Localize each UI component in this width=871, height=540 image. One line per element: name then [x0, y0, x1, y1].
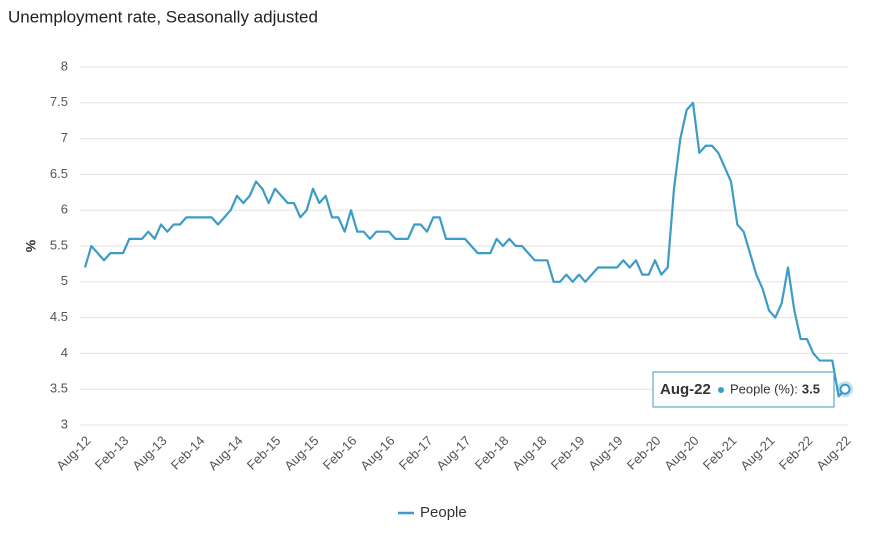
- y-tick-label: 8: [61, 58, 68, 73]
- x-tick-label: Feb-18: [472, 433, 512, 473]
- tooltip-bullet: [718, 387, 724, 393]
- y-tick-label: 4: [61, 345, 68, 360]
- legend-label: People: [420, 504, 467, 521]
- y-tick-label: 7: [61, 130, 68, 145]
- y-tick-label: 3: [61, 416, 68, 431]
- x-tick-label: Aug-22: [813, 433, 853, 473]
- y-tick-label: 5.5: [50, 237, 68, 252]
- x-tick-label: Feb-21: [700, 433, 740, 473]
- chart-title: Unemployment rate, Seasonally adjusted: [8, 7, 318, 26]
- x-tick-label: Aug-15: [281, 433, 321, 473]
- x-tick-label: Aug-16: [357, 433, 397, 473]
- x-tick-label: Aug-12: [53, 433, 93, 473]
- x-tick-label: Feb-16: [320, 433, 360, 473]
- x-tick-label: Feb-22: [776, 433, 816, 473]
- x-tick-label: Aug-13: [129, 433, 169, 473]
- hover-point: [839, 383, 851, 395]
- y-tick-label: 6: [61, 202, 68, 217]
- y-tick-label: 6.5: [50, 166, 68, 181]
- x-tick-label: Aug-17: [433, 433, 473, 473]
- x-tick-label: Aug-18: [509, 433, 549, 473]
- y-axis-label: %: [23, 239, 39, 252]
- x-tick-label: Feb-20: [624, 433, 664, 473]
- x-tick-label: Aug-19: [585, 433, 625, 473]
- tooltip-series: People (%):: [730, 381, 798, 396]
- data-line: [83, 101, 846, 398]
- x-tick-label: Feb-14: [168, 433, 208, 473]
- tooltip-box: [652, 371, 835, 408]
- y-tick-label: 5: [61, 273, 68, 288]
- x-tick-label: Feb-15: [244, 433, 284, 473]
- x-tick-label: Aug-14: [205, 433, 245, 473]
- y-tick-label: 4.5: [50, 309, 68, 324]
- y-tick-label: 7.5: [50, 94, 68, 109]
- tooltip-value: 3.5: [802, 381, 820, 396]
- x-tick-label: Feb-17: [396, 433, 436, 473]
- y-tick-label: 3.5: [50, 381, 68, 396]
- x-tick-label: Feb-13: [92, 433, 132, 473]
- x-tick-label: Aug-21: [737, 433, 777, 473]
- x-tick-label: Feb-19: [548, 433, 588, 473]
- x-tick-label: Aug-20: [661, 433, 701, 473]
- tooltip-category: Aug-22: [660, 381, 711, 398]
